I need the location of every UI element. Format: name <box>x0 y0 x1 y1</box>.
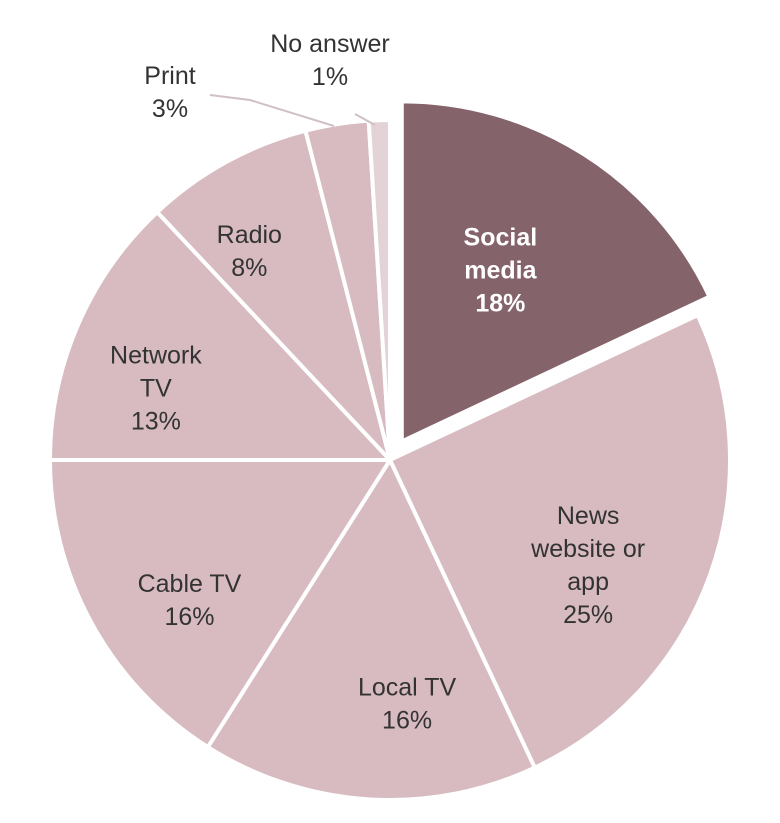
slice-label-line: media <box>464 257 537 285</box>
slice-radio <box>155 128 392 462</box>
slice-social-media <box>399 99 712 444</box>
leader-line-print <box>209 94 335 127</box>
slice-label-line: Print <box>144 62 195 90</box>
slice-label-radio: Radio 8% <box>217 221 282 282</box>
slice-label-line: 16% <box>164 603 214 631</box>
slice-label-cable-tv: Cable TV 16% <box>138 570 242 631</box>
slice-label-line: TV <box>140 374 172 402</box>
slice-label-line: News <box>557 502 620 530</box>
leader-line-no-answer <box>354 113 376 126</box>
slice-label-local-tv: Local TV 16% <box>358 674 457 735</box>
slice-label-line: 8% <box>231 254 267 282</box>
slice-label-line: 18% <box>475 290 525 318</box>
slice-label-line: app <box>567 568 609 596</box>
slice-label-line: website or <box>530 535 645 563</box>
pie-slices <box>48 99 732 802</box>
slice-news-website-or-app <box>388 313 732 770</box>
slice-label-line: Network <box>110 341 202 369</box>
slice-label-line: Radio <box>217 221 282 249</box>
slice-label-line: Cable TV <box>138 570 242 598</box>
slice-label-line: 13% <box>131 407 181 435</box>
slice-label-line: 25% <box>563 601 613 629</box>
slice-label-news-website-or-app: News website or app 25% <box>530 502 645 629</box>
slice-label-line: 3% <box>152 95 188 123</box>
slice-network-tv <box>48 210 392 462</box>
slice-local-tv <box>205 458 537 802</box>
slice-label-line: Social <box>464 224 538 252</box>
slice-label-network-tv: Network TV 13% <box>110 341 202 435</box>
slice-cable-tv <box>48 458 392 750</box>
slice-label-line: Local TV <box>358 674 457 702</box>
slice-label-line: 16% <box>382 707 432 735</box>
slice-label-no-answer: No answer 1% <box>270 30 390 91</box>
slice-label-line: 1% <box>312 63 348 91</box>
slice-label-print: Print 3% <box>144 62 195 123</box>
leader-lines <box>209 94 376 127</box>
slice-label-social-media: Social media 18% <box>464 224 538 318</box>
slice-label-line: No answer <box>270 30 390 58</box>
slice-labels: Social media 18% News website or app 25% Local … <box>110 30 645 735</box>
